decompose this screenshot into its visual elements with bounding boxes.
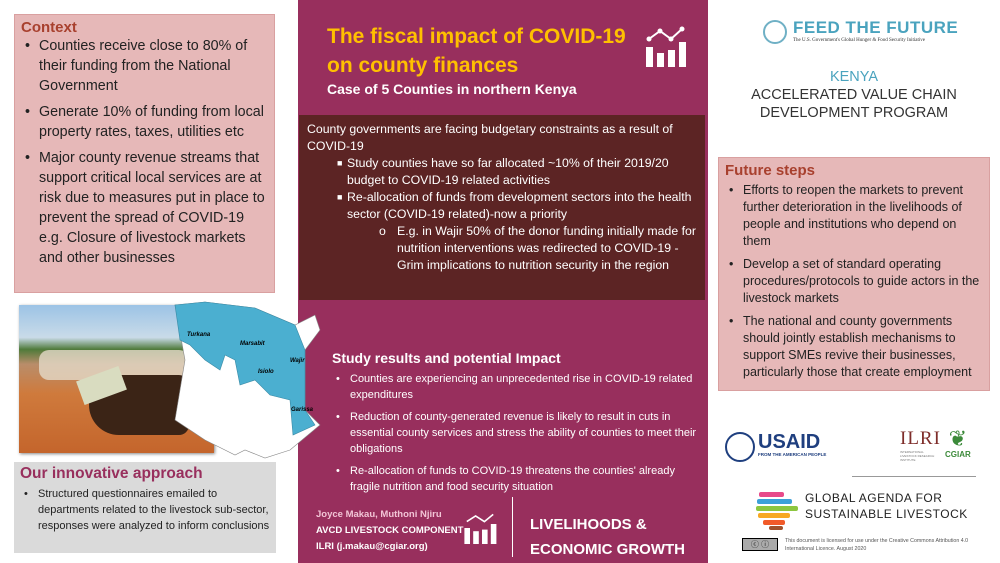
results-bullet: Reduction of county-generated revenue is… bbox=[332, 409, 702, 457]
future-bullet: The national and county governments shou… bbox=[725, 313, 983, 381]
cgiar-text: CGIAR bbox=[945, 450, 971, 459]
results-section: Study results and potential Impact Count… bbox=[332, 350, 702, 501]
map-label-marsabit: Marsabit bbox=[240, 341, 266, 347]
gasl-line: GLOBAL AGENDA FOR bbox=[805, 491, 943, 505]
map-label-wajir: Wajir bbox=[290, 358, 305, 364]
usaid-seal-icon bbox=[725, 432, 755, 462]
program-line: ACCELERATED VALUE CHAIN bbox=[751, 87, 957, 103]
program-country: KENYA bbox=[829, 69, 879, 85]
wheat-icon: ❦ bbox=[948, 426, 968, 451]
seal-icon bbox=[763, 20, 787, 44]
ilri-tagline: INTERNATIONAL LIVESTOCK RESEARCH INSTITU… bbox=[900, 450, 935, 462]
kenya-map: Turkana Marsabit Wajir Isiolo Garissa bbox=[174, 301, 321, 459]
usaid-logo: USAID FROM THE AMERICAN PEOPLE bbox=[725, 431, 827, 462]
summary-point: ■ Study counties have so far allocated ~1… bbox=[337, 156, 669, 187]
summary-point-text: Study counties have so far allocated ~10… bbox=[347, 156, 669, 187]
context-bullet: Counties receive close to 80% of their f… bbox=[21, 36, 268, 96]
poster-subtitle: Case of 5 Counties in northern Kenya bbox=[327, 81, 577, 97]
map-label-turkana: Turkana bbox=[187, 332, 211, 338]
ftf-tagline: The U.S. Government's Global Hunger & Fo… bbox=[793, 38, 925, 43]
results-bullet: Counties are experiencing an unprecedent… bbox=[332, 371, 702, 403]
context-heading: Context bbox=[21, 19, 77, 36]
authors: Joyce Makau, Muthoni Njiru bbox=[316, 509, 442, 520]
summary-intro: County governments are facing budgetary … bbox=[307, 122, 673, 153]
future-bullet: Develop a set of standard operating proc… bbox=[725, 256, 983, 307]
poster-title: The fiscal impact of COVID-19 on county … bbox=[327, 25, 626, 77]
map-label-isiolo: Isiolo bbox=[258, 369, 274, 375]
context-bullet: Major county revenue streams that suppor… bbox=[21, 148, 268, 268]
ilri-text: ILRI bbox=[900, 428, 941, 449]
license-text: This document is licensed for use under … bbox=[785, 538, 969, 552]
program-line: DEVELOPMENT PROGRAM bbox=[759, 105, 949, 121]
usaid-text: USAID bbox=[758, 431, 821, 453]
chart-growth-icon bbox=[646, 26, 686, 67]
future-bullet: Efforts to reopen the markets to prevent… bbox=[725, 182, 983, 250]
feed-the-future-logo: FEED THE FUTURE The U.S. Government's Gl… bbox=[763, 18, 959, 44]
program-name: KENYA ACCELERATED VALUE CHAIN DEVELOPMEN… bbox=[708, 68, 1000, 122]
ilri-logo: ILRI INTERNATIONAL LIVESTOCK RESEARCH IN… bbox=[900, 428, 940, 462]
future-heading: Future steps bbox=[725, 162, 816, 179]
component: AVCD LIVESTOCK COMPONENT bbox=[316, 525, 464, 536]
gasl-logo: GLOBAL AGENDA FOR SUSTAINABLE LIVESTOCK bbox=[755, 490, 968, 530]
summary-sub-point-text: E.g. in Wajir 50% of the donor funding i… bbox=[397, 224, 696, 272]
theme-line: LIVELIHOODS & bbox=[530, 516, 647, 533]
approach-box: Our innovative approach Structured quest… bbox=[14, 462, 276, 553]
gasl-line: SUSTAINABLE LIVESTOCK bbox=[805, 507, 968, 521]
cc-by-badge-icon: ⓒ ⓘ bbox=[742, 538, 778, 551]
context-bullet: Generate 10% of funding from local prope… bbox=[21, 102, 268, 142]
summary-point: ■ Re-allocation of funds from development… bbox=[337, 190, 692, 221]
map-label-garissa: Garissa bbox=[291, 407, 314, 413]
authors-block: Joyce Makau, Muthoni Njiru AVCD LIVESTOC… bbox=[316, 507, 463, 555]
results-bullet: Re-allocation of funds to COVID-19 threa… bbox=[332, 463, 702, 495]
ftf-logo-text: FEED THE FUTURE bbox=[793, 18, 959, 37]
future-steps-box: Future steps Efforts to reopen the marke… bbox=[718, 157, 990, 391]
results-heading: Study results and potential Impact bbox=[332, 350, 561, 366]
approach-bullet: Structured questionnaires emailed to dep… bbox=[20, 486, 270, 534]
theme-label: LIVELIHOODS & ECONOMIC GROWTH bbox=[530, 512, 685, 562]
footer-divider bbox=[512, 497, 513, 557]
usaid-tagline: FROM THE AMERICAN PEOPLE bbox=[758, 452, 827, 457]
gasl-emblem-icon bbox=[756, 492, 798, 530]
cgiar-logo: ❦ CGIAR bbox=[945, 426, 971, 460]
chart-growth-icon-small bbox=[464, 513, 497, 544]
theme-line: ECONOMIC GROWTH bbox=[530, 541, 685, 558]
approach-heading: Our innovative approach bbox=[20, 465, 203, 482]
context-box: Context Counties receive close to 80% of… bbox=[14, 14, 275, 293]
summary-sub-point: o E.g. in Wajir 50% of the donor funding … bbox=[379, 224, 696, 272]
summary-point-text: Re-allocation of funds from development … bbox=[347, 190, 692, 221]
contact: ILRI (j.makau@cgiar.org) bbox=[316, 541, 428, 552]
summary-box: County governments are facing budgetary … bbox=[299, 115, 705, 300]
logo-divider bbox=[852, 476, 976, 477]
